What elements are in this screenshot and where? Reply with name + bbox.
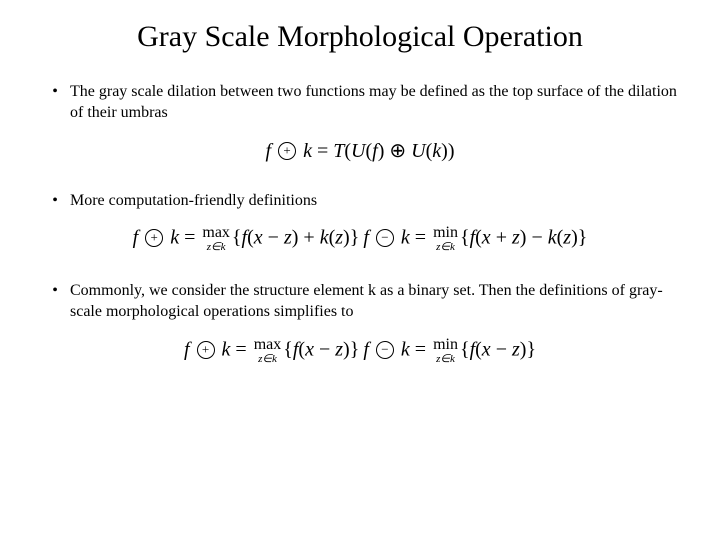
bullet-dot: •: [40, 191, 70, 212]
bullet-item: • Commonly, we consider the structure el…: [40, 281, 680, 323]
bullet-item: • The gray scale dilation between two fu…: [40, 82, 680, 124]
oplus-icon: [145, 229, 163, 247]
equation-2: f k = maxz∈k{f(x − z) + k(z)}: [133, 225, 360, 253]
bullet-text: More computation-friendly definitions: [70, 191, 680, 212]
page-title: Gray Scale Morphological Operation: [40, 20, 680, 54]
bullet-dot: •: [40, 281, 70, 302]
oplus-icon: [197, 341, 215, 359]
equation-1: f k = T(U(f) ⊕ U(k)): [266, 138, 455, 163]
min-operator: minz∈k: [433, 337, 458, 365]
min-operator: minz∈k: [433, 225, 458, 253]
equation-block-3: f k = maxz∈k{f(x − z)} f k = minz∈k{f(x …: [40, 331, 680, 371]
max-operator: maxz∈k: [254, 337, 282, 365]
equation-5: f k = minz∈k{f(x − z)}: [363, 337, 536, 365]
ominus-icon: [376, 341, 394, 359]
bullet-text: The gray scale dilation between two func…: [70, 82, 680, 124]
oplus-icon: [278, 142, 296, 160]
bullet-dot: •: [40, 82, 70, 103]
equation-4: f k = maxz∈k{f(x − z)}: [184, 337, 359, 365]
ominus-icon: [376, 229, 394, 247]
equation-block-1: f k = T(U(f) ⊕ U(k)): [40, 132, 680, 169]
equation-block-2: f k = maxz∈k{f(x − z) + k(z)} f k = minz…: [40, 219, 680, 259]
bullet-text: Commonly, we consider the structure elem…: [70, 281, 680, 323]
equation-3: f k = minz∈k{f(x + z) − k(z)}: [363, 225, 587, 253]
max-operator: maxz∈k: [202, 225, 230, 253]
bullet-item: • More computation-friendly definitions: [40, 191, 680, 212]
